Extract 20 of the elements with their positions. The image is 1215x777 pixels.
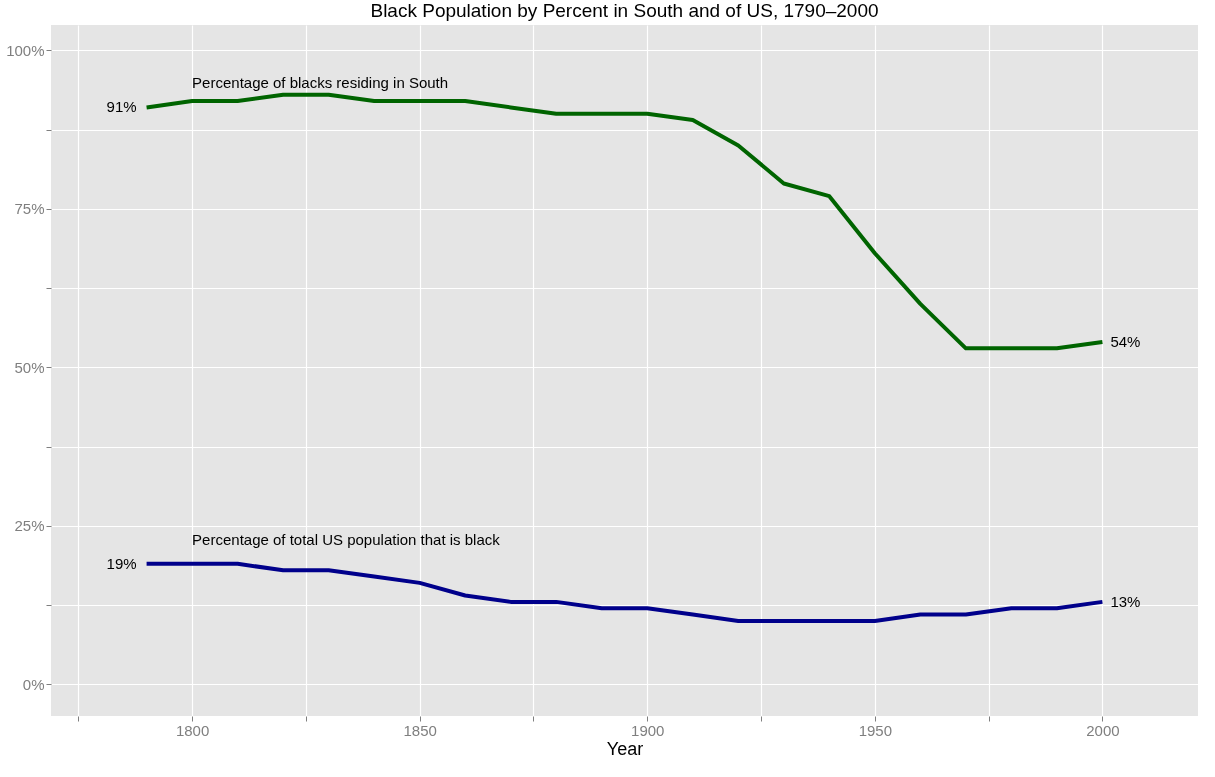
line-series (144, 92, 1105, 351)
x-tick-label: 1900 (631, 721, 665, 739)
y-tick-label: 100% (6, 41, 45, 59)
y-tick-label: 75% (14, 200, 45, 218)
x-tick-label: 1950 (858, 721, 893, 739)
data-label: 54% (1110, 332, 1141, 350)
y-tick-label: 50% (14, 358, 45, 376)
x-tick-label: 1800 (175, 721, 210, 739)
x-axis-title: Year (606, 738, 644, 759)
x-tick-label: 1850 (403, 721, 437, 739)
data-label: 19% (106, 554, 137, 572)
series-label: Percentage of blacks residing in South (192, 74, 449, 92)
chart-title: Black Population by Percent in South and of US, 1790–2000 (370, 0, 879, 21)
line-series (144, 561, 1105, 623)
data-label: 13% (1110, 592, 1141, 610)
x-tick-label: 2000 (1086, 721, 1120, 739)
series-label: Percentage of total US population that is black (192, 530, 501, 548)
y-tick-label: 25% (14, 517, 45, 535)
y-tick-label: 0% (22, 675, 45, 693)
data-label: 91% (106, 98, 137, 116)
